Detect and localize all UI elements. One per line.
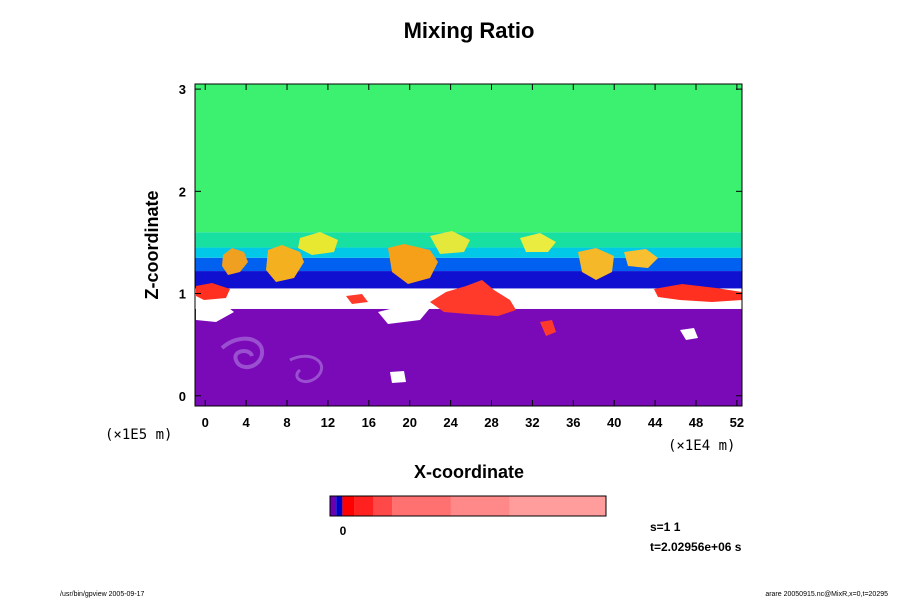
colorbar xyxy=(330,496,606,516)
footer-right: arare 20050915.nc@MixR,x=0,t=20295 xyxy=(765,591,888,598)
colorbar-segment xyxy=(330,496,337,516)
x-tick-label: 4 xyxy=(243,415,251,430)
plume-red-left xyxy=(196,283,230,300)
mixing-ratio-field xyxy=(195,84,742,406)
x-tick-label: 36 xyxy=(566,415,580,430)
plume-red-small-a xyxy=(346,294,368,304)
colorbar-segment xyxy=(450,496,510,516)
x-axis-unit: (×1E4 m) xyxy=(668,438,735,454)
colorbar-segment xyxy=(342,496,355,516)
x-tick-label: 40 xyxy=(607,415,621,430)
purple-swirl xyxy=(220,336,265,370)
y-tick-label: 3 xyxy=(179,82,186,97)
x-tick-label: 48 xyxy=(689,415,703,430)
white-intrusion-b xyxy=(378,306,430,324)
plume-orange-c xyxy=(388,244,438,284)
field-band-dark-blue xyxy=(195,271,742,289)
white-patch-c xyxy=(390,371,406,383)
time-annotation: t=2.02956e+06 s xyxy=(650,540,742,554)
x-tick-label: 12 xyxy=(321,415,335,430)
colorbar-segment xyxy=(354,496,374,516)
x-tick-label: 20 xyxy=(402,415,416,430)
plume-red-center xyxy=(430,280,516,316)
convective-plumes xyxy=(196,231,742,383)
x-tick-label: 8 xyxy=(283,415,290,430)
y-axis-label: Z-coordinate xyxy=(142,190,162,299)
colorbar-segment xyxy=(373,496,393,516)
plume-orange-e xyxy=(624,249,658,268)
y-tick-label: 1 xyxy=(179,287,186,302)
x-tick-label: 32 xyxy=(525,415,539,430)
chart-title: Mixing Ratio xyxy=(404,18,535,43)
plot-frame xyxy=(194,83,743,407)
y-axis-unit: (×1E5 m) xyxy=(105,427,172,443)
plume-orange-a xyxy=(222,248,248,275)
colorbar-segment xyxy=(509,496,606,516)
plume-red-right xyxy=(654,284,742,302)
x-tick-label: 28 xyxy=(484,415,498,430)
white-intrusion-a xyxy=(196,304,234,322)
colorbar-frame xyxy=(329,495,607,517)
plume-red-small-b xyxy=(540,320,556,336)
x-axis-label: X-coordinate xyxy=(414,462,524,482)
x-tick-label: 44 xyxy=(648,415,663,430)
y-tick-label: 0 xyxy=(179,389,186,404)
plume-yellow-a xyxy=(298,232,338,255)
colorbar-segment xyxy=(336,496,343,516)
x-tick-label: 52 xyxy=(730,415,744,430)
field-band-lower-purple xyxy=(195,308,742,406)
plume-orange-b xyxy=(266,245,304,282)
x-tick-label: 24 xyxy=(443,415,458,430)
step-annotation: s=1 1 xyxy=(650,520,681,534)
x-tick-label: 0 xyxy=(202,415,209,430)
colorbar-segment xyxy=(392,496,451,516)
field-band-upper-green xyxy=(195,84,742,233)
plume-yellow-b xyxy=(430,231,470,254)
field-band-cyan xyxy=(195,247,742,258)
plume-yellow-c xyxy=(520,233,556,252)
y-tick-label: 2 xyxy=(179,184,186,199)
plume-orange-d xyxy=(578,248,614,280)
footer-left: /usr/bin/gpview 2005-09-17 xyxy=(60,591,145,598)
colorbar-label: 0 xyxy=(340,524,347,538)
white-patch-d xyxy=(680,328,698,340)
purple-swirl-b xyxy=(289,354,324,383)
x-tick-label: 16 xyxy=(362,415,376,430)
